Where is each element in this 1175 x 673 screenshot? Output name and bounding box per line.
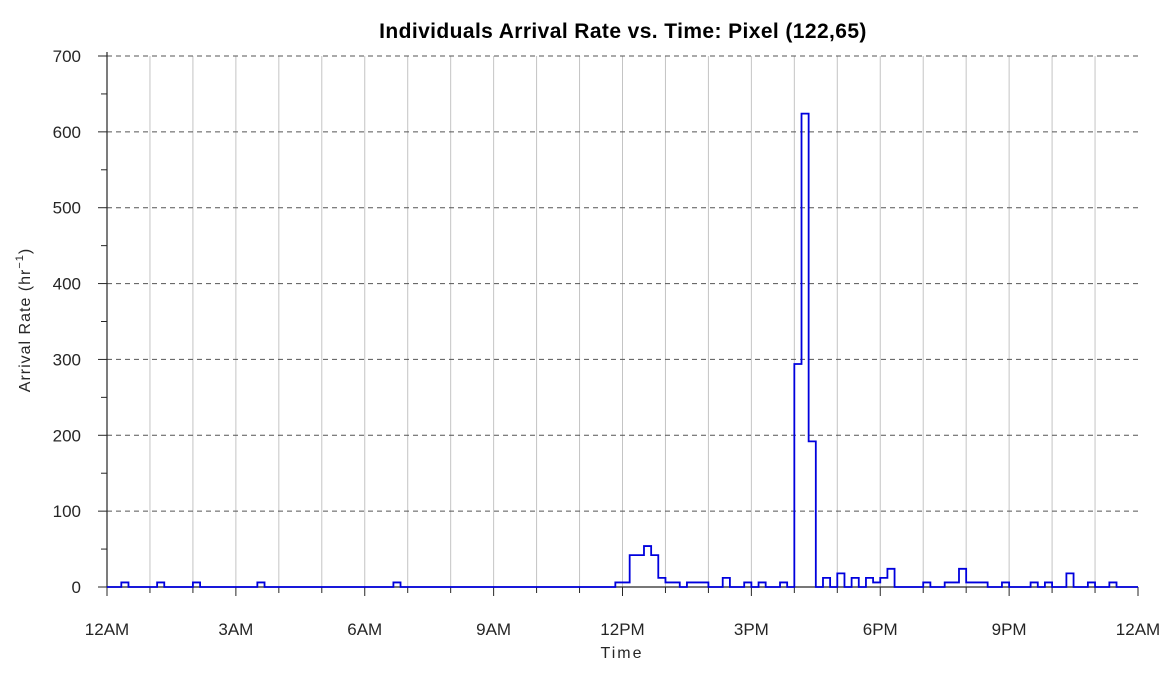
axes (98, 52, 1139, 596)
y-tick-label: 200 (53, 426, 81, 445)
series-line (107, 112, 1138, 588)
y-tick-label: 100 (53, 502, 81, 521)
y-tick-label: 700 (53, 47, 81, 66)
x-tick-label: 3PM (734, 620, 769, 639)
y-tick-label: 0 (72, 578, 81, 597)
x-tick-label: 12PM (600, 620, 644, 639)
grid (107, 55, 1138, 587)
y-axis-label: Arrival Rate (hr−1) (14, 248, 34, 392)
x-axis-label: Time (601, 645, 644, 662)
x-tick-label: 12AM (1116, 620, 1160, 639)
x-tick-label: 12AM (85, 620, 129, 639)
series-layer (107, 112, 1138, 588)
chart-title: Individuals Arrival Rate vs. Time: Pixel… (379, 20, 867, 43)
x-tick-label: 6AM (347, 620, 382, 639)
y-tick-label: 500 (53, 199, 81, 218)
y-tick-label: 600 (53, 123, 81, 142)
x-tick-label: 3AM (218, 620, 253, 639)
tick-labels: 0 100 200 300 400 500 600 700 12AM 3AM 6AM 9AM 12PM 3… (53, 47, 1161, 639)
x-tick-label: 6PM (863, 620, 898, 639)
y-tick-label: 300 (53, 350, 81, 369)
x-tick-label: 9AM (476, 620, 511, 639)
x-tick-label: 9PM (992, 620, 1027, 639)
y-tick-label: 400 (53, 275, 81, 294)
